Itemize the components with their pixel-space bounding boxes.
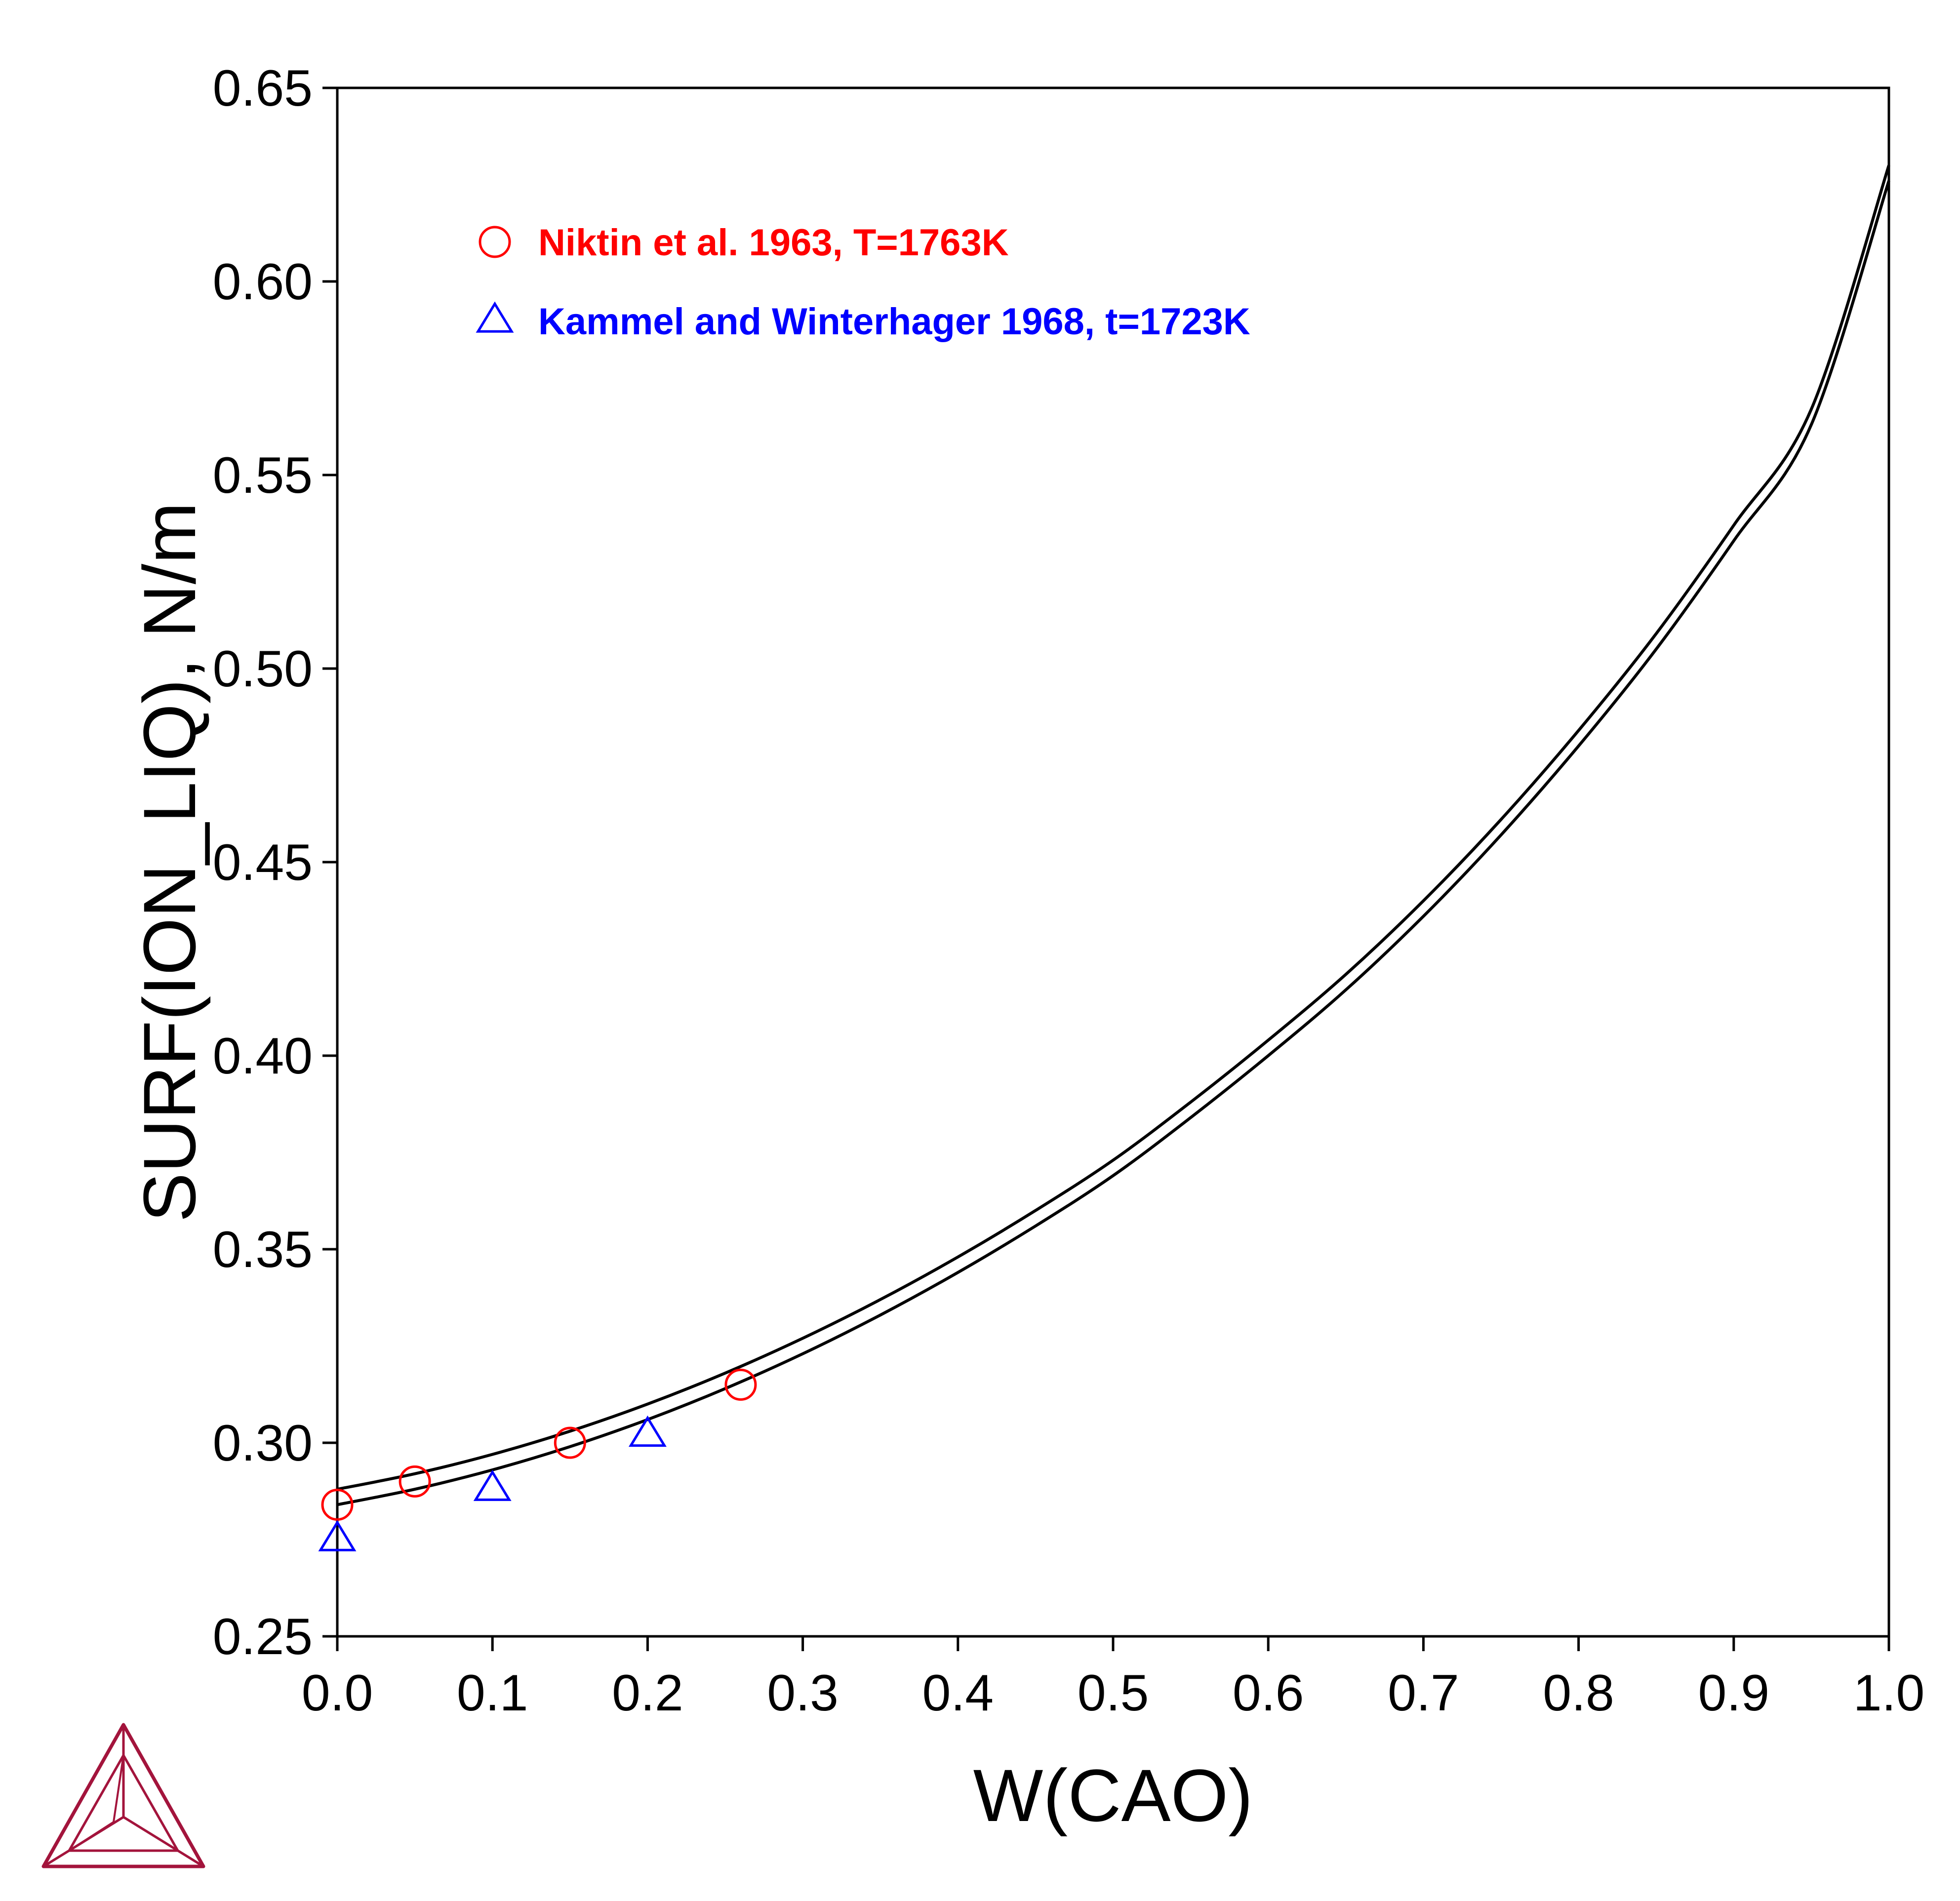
y-tick-label: 0.50	[213, 640, 313, 698]
legend-label-1: Niktin et al. 1963, T=1763K	[538, 222, 1009, 264]
data-point-triangle	[318, 1520, 357, 1551]
x-tick-label: 0.3	[767, 1664, 839, 1722]
y-tick-label: 0.55	[213, 447, 313, 504]
experimental-markers	[318, 1368, 757, 1551]
y-tick-label: 0.65	[213, 60, 313, 117]
data-point-circle	[554, 1426, 586, 1459]
legend-marker-1	[479, 226, 511, 258]
y-axis-title: SURF(ION_LIQ), N/m	[128, 502, 211, 1222]
x-tick-label: 0.5	[1078, 1664, 1149, 1722]
logo-inner-triangle	[68, 1754, 179, 1852]
x-tick-label: 0.0	[302, 1664, 373, 1722]
data-point-triangle	[628, 1415, 667, 1447]
x-tick-label: 0.9	[1698, 1664, 1770, 1722]
thermo-calc-triangle-logo-icon	[41, 1723, 205, 1868]
x-tick-label: 0.4	[922, 1664, 994, 1722]
legend-marker-2	[476, 301, 514, 333]
model-curves	[337, 164, 1890, 1506]
y-tick-label: 0.25	[213, 1608, 313, 1665]
data-point-circle	[724, 1368, 757, 1401]
logo-facet-5	[68, 1821, 115, 1852]
data-point-triangle	[473, 1469, 512, 1501]
y-axis-ticks: 0.25 0.30 0.35 0.40 0.45 0.50 0.55 0.60 0.65	[213, 60, 337, 1665]
x-axis-title: W(CAO)	[973, 1754, 1253, 1837]
model-curve-1	[337, 164, 1890, 1491]
x-tick-label: 0.6	[1233, 1664, 1304, 1722]
y-tick-label: 0.30	[213, 1415, 313, 1472]
logo-outer-triangle	[41, 1723, 205, 1868]
y-tick-label: 0.60	[213, 253, 313, 311]
y-tick-label: 0.40	[213, 1028, 313, 1085]
y-tick-label: 0.45	[213, 834, 313, 891]
legend-label-2: Kammel and Winterhager 1968, t=1723K	[538, 301, 1250, 343]
x-axis-ticks: 0.0 0.1 0.2 0.3 0.4 0.5 0.6 0.7 0.8 0.9 1.0	[302, 1636, 1925, 1722]
x-tick-label: 1.0	[1853, 1664, 1925, 1722]
data-point-circle	[321, 1488, 354, 1521]
y-tick-label: 0.35	[213, 1221, 313, 1278]
x-tick-label: 0.2	[612, 1664, 683, 1722]
model-curve-2	[337, 180, 1890, 1506]
x-tick-label: 0.1	[457, 1664, 528, 1722]
x-tick-label: 0.7	[1388, 1664, 1459, 1722]
legend: Niktin et al. 1963, T=1763K Kammel and Wi…	[476, 222, 1250, 343]
logo-facet-4	[113, 1755, 124, 1822]
logo-facet-3	[122, 1816, 204, 1868]
x-tick-label: 0.8	[1543, 1664, 1614, 1722]
data-point-circle	[399, 1465, 431, 1498]
